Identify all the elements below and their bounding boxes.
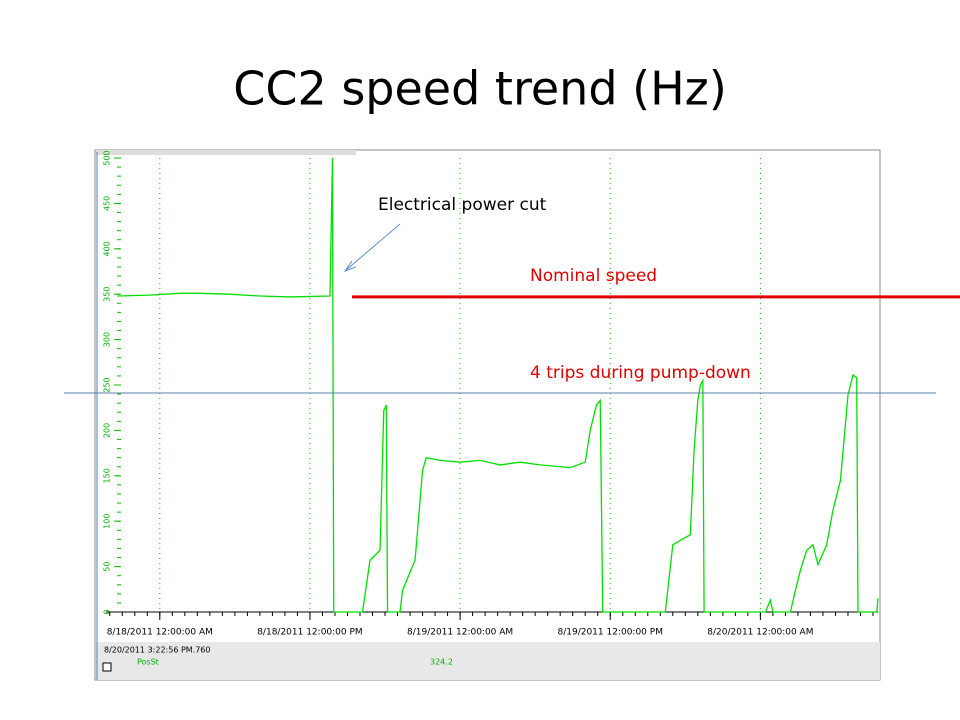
y-tick-label: 300 [103, 332, 112, 347]
slide-title: CC2 speed trend (Hz) [233, 62, 727, 116]
y-tick-label: 500 [103, 150, 112, 165]
y-tick-label: 100 [103, 514, 112, 529]
y-tick-label: 350 [103, 287, 112, 302]
y-tick-label: 50 [103, 562, 112, 572]
x-tick-label: 8/18/2011 12:00:00 PM [257, 628, 362, 638]
annotation: 4 trips during pump-down [530, 363, 751, 383]
checkbox[interactable] [102, 662, 112, 672]
y-tick-label: 200 [103, 423, 112, 438]
status-value: 324.2 [430, 658, 453, 667]
y-tick-label: 150 [103, 468, 112, 483]
toolbar-strip [96, 150, 356, 155]
status-timestamp: 8/20/2011 3:22:56 PM.760 [104, 646, 210, 655]
annotation: Nominal speed [530, 266, 657, 286]
arrow-head [343, 260, 357, 273]
arrow [344, 223, 401, 272]
screenshot-frame [94, 149, 881, 681]
x-tick-label: 8/18/2011 12:00:00 AM [107, 628, 213, 638]
series-line [117, 157, 879, 613]
status-tag: PosSt [137, 658, 159, 667]
annotation: Electrical power cut [378, 195, 547, 215]
x-tick-label: 8/20/2011 12:00:00 AM [707, 628, 813, 638]
x-tick-label: 8/19/2011 12:00:00 AM [407, 628, 513, 638]
y-tick-label: 450 [103, 196, 112, 211]
x-tick-label: 8/19/2011 12:00:00 PM [557, 628, 662, 638]
y-tick-label: 250 [103, 377, 112, 392]
status-panel [96, 642, 880, 680]
y-tick-label: 400 [103, 241, 112, 256]
plot: 0501001502002503003504004505008/18/2011 … [103, 150, 879, 638]
